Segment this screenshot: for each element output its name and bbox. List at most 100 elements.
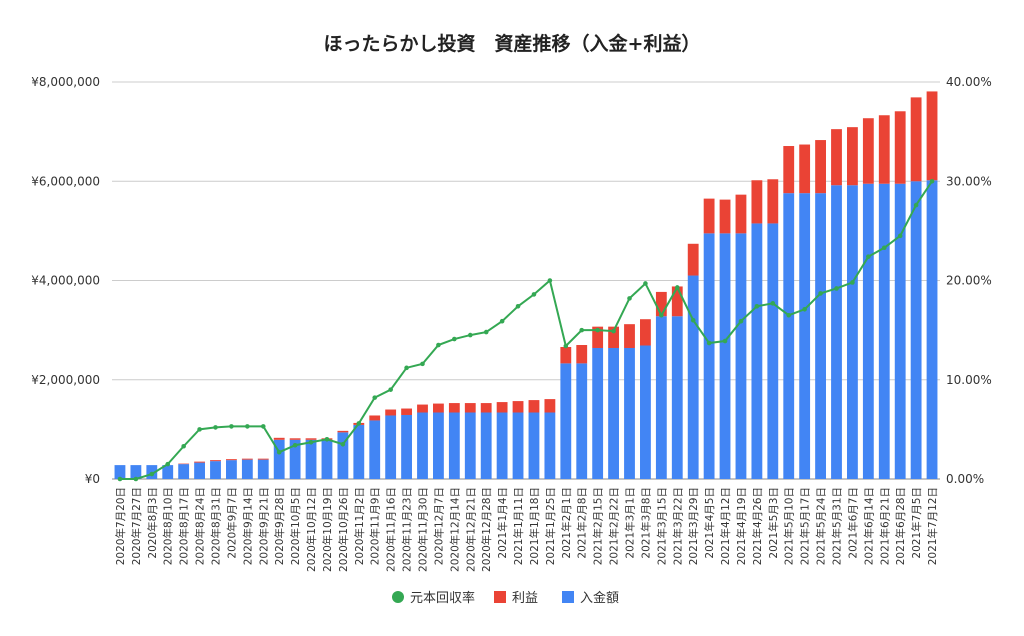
deposit-bar bbox=[878, 183, 890, 479]
x-tick-label: 2020年11月23日 bbox=[401, 487, 414, 572]
profit-bar bbox=[703, 198, 715, 234]
recovery-rate-point bbox=[611, 328, 616, 334]
recovery-rate-point bbox=[850, 280, 855, 285]
y-left-tick-label: ¥2,000,000 bbox=[31, 373, 100, 387]
deposit-bar bbox=[910, 181, 922, 479]
deposit-bar bbox=[464, 412, 476, 479]
recovery-rate-point bbox=[467, 332, 473, 338]
x-tick-label: 2020年12月28日 bbox=[480, 487, 493, 572]
x-tick-label: 2021年4月19日 bbox=[735, 487, 748, 565]
recovery-rate-point bbox=[913, 202, 919, 208]
y-right-tick-label: 40.00% bbox=[946, 75, 992, 89]
recovery-rate-point bbox=[245, 424, 250, 429]
recovery-rate-point bbox=[483, 329, 489, 335]
recovery-rate-point bbox=[324, 437, 330, 442]
profit-bar bbox=[385, 409, 397, 416]
x-tick-label: 2021年1月4日 bbox=[496, 487, 509, 559]
recovery-rate-point bbox=[690, 317, 696, 323]
x-tick-label: 2020年11月30日 bbox=[417, 487, 430, 572]
recovery-rate-point bbox=[754, 304, 760, 309]
x-tick-label: 2021年3月29日 bbox=[687, 487, 700, 565]
profit-bar bbox=[241, 458, 253, 460]
legend: 元本回収率 利益 入金額 bbox=[392, 590, 619, 606]
x-tick-label: 2021年6月28日 bbox=[894, 487, 907, 565]
deposit-bar bbox=[210, 461, 221, 479]
recovery-rate-point bbox=[340, 441, 346, 447]
recovery-rate-point bbox=[563, 343, 569, 349]
x-axis: 2020年7月20日 2020年7月27日 2020年8月3日 2020年8月10日 2… bbox=[114, 487, 939, 572]
legend-label: 入金額 bbox=[580, 590, 619, 606]
x-tick-label: 2020年7月27日 bbox=[130, 487, 143, 565]
deposit-bar bbox=[194, 462, 205, 479]
profit-bar bbox=[401, 408, 412, 415]
recovery-rate-point bbox=[722, 338, 728, 344]
profit-bar bbox=[640, 319, 651, 346]
x-tick-label: 2020年11月2日 bbox=[353, 487, 366, 565]
y-left-tick-label: ¥0 bbox=[85, 472, 100, 486]
x-tick-label: 2021年2月15日 bbox=[592, 487, 605, 565]
x-tick-label: 2020年8月31日 bbox=[210, 487, 223, 565]
x-tick-label: 2021年3月8日 bbox=[639, 487, 652, 559]
x-tick-label: 2020年10月19日 bbox=[321, 487, 334, 572]
recovery-rate-point bbox=[308, 439, 314, 445]
x-tick-label: 2020年12月7日 bbox=[432, 487, 445, 565]
x-tick-label: 2021年6月14日 bbox=[862, 487, 875, 565]
deposit-bar bbox=[576, 363, 588, 479]
deposit-bar bbox=[655, 316, 667, 479]
recovery-rate-point bbox=[388, 387, 393, 392]
x-tick-label: 2020年8月3日 bbox=[146, 487, 159, 559]
profit-bar bbox=[210, 460, 221, 462]
x-tick-label: 2021年1月18日 bbox=[528, 487, 541, 565]
deposit-bar bbox=[735, 233, 747, 479]
x-tick-label: 2020年10月26日 bbox=[337, 487, 350, 572]
deposit-bar bbox=[703, 233, 715, 479]
recovery-rate-point bbox=[897, 233, 903, 239]
profit-bar bbox=[592, 326, 604, 348]
recovery-rate-point bbox=[165, 461, 171, 467]
profit-bar bbox=[480, 403, 492, 413]
x-tick-label: 2020年9月28日 bbox=[273, 487, 286, 565]
deposit-bar bbox=[751, 223, 763, 479]
x-tick-label: 2021年5月31日 bbox=[831, 487, 844, 565]
x-tick-label: 2020年8月17日 bbox=[178, 487, 191, 565]
x-tick-label: 2020年10月5日 bbox=[289, 487, 302, 565]
recovery-rate-point bbox=[627, 296, 632, 301]
deposit-bar bbox=[305, 439, 317, 479]
x-tick-label: 2021年2月1日 bbox=[560, 487, 573, 559]
legend-marker-deposit bbox=[562, 591, 574, 603]
x-tick-label: 2020年7月20日 bbox=[114, 487, 127, 565]
recovery-rate-point bbox=[802, 306, 807, 312]
deposit-bar bbox=[608, 347, 619, 479]
recovery-rate-point bbox=[133, 476, 139, 482]
recovery-rate-point bbox=[436, 342, 441, 348]
x-tick-label: 2021年3月22日 bbox=[671, 487, 684, 565]
profit-bar bbox=[783, 146, 795, 194]
recovery-rate-point bbox=[213, 425, 218, 430]
profit-bar bbox=[831, 129, 842, 186]
deposit-bar bbox=[178, 464, 190, 479]
recovery-rate-point bbox=[181, 443, 186, 449]
deposit-bar bbox=[624, 347, 635, 479]
y-left-tick-label: ¥8,000,000 bbox=[31, 75, 100, 89]
recovery-rate-point bbox=[452, 336, 457, 342]
x-tick-label: 2021年1月25日 bbox=[544, 487, 557, 565]
recovery-rate-point bbox=[866, 254, 871, 259]
profit-bar bbox=[305, 438, 317, 440]
deposit-bar bbox=[433, 412, 444, 479]
deposit-bar bbox=[369, 420, 381, 479]
legend-marker-profit bbox=[494, 591, 506, 603]
deposit-bar bbox=[528, 412, 540, 479]
x-tick-label: 2021年5月10日 bbox=[783, 487, 796, 565]
profit-bar bbox=[671, 286, 683, 317]
profit-bar bbox=[289, 438, 301, 440]
profit-bar bbox=[608, 326, 619, 348]
x-tick-label: 2021年6月7日 bbox=[846, 487, 859, 559]
profit-bar bbox=[448, 403, 460, 413]
x-tick-label: 2021年4月26日 bbox=[751, 487, 764, 565]
recovery-rate-point bbox=[292, 442, 298, 448]
y-right-tick-label: 30.00% bbox=[946, 174, 992, 188]
deposit-bar bbox=[162, 465, 174, 479]
deposit-bar bbox=[560, 363, 572, 479]
recovery-rate-point bbox=[531, 292, 537, 297]
